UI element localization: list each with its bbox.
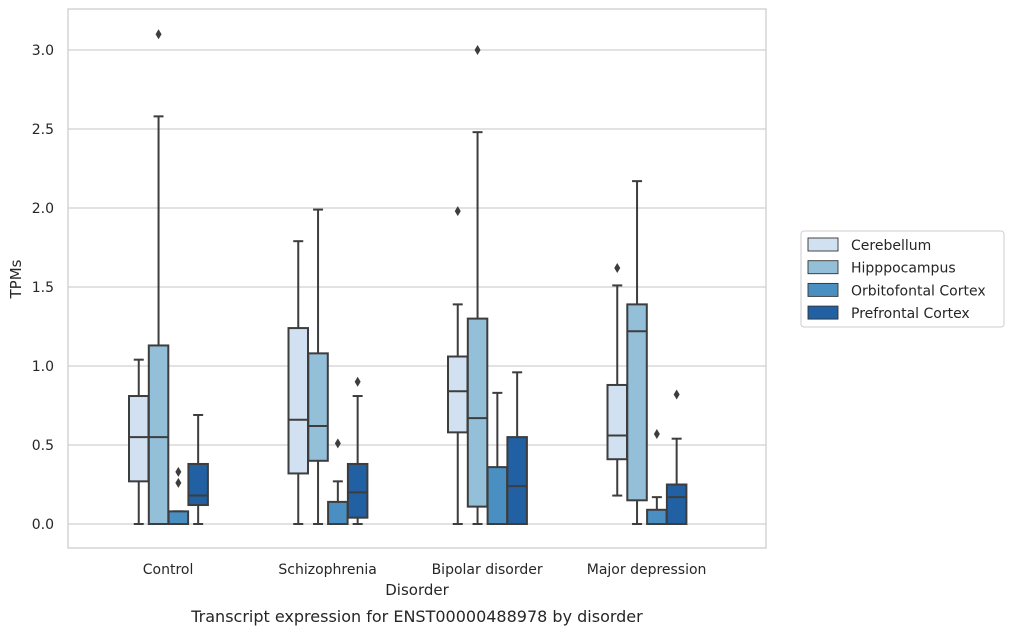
legend-label: Prefrontal Cortex (851, 306, 970, 322)
box-iqr (327, 500, 349, 526)
y-tick-label: 1.5 (32, 280, 54, 296)
box-prefrontal-cortex (346, 376, 369, 525)
box-iqr (167, 510, 190, 525)
box-iqr (646, 508, 668, 525)
gridlines (68, 49, 766, 525)
box-iqr (506, 436, 528, 526)
box-hipppocampus (147, 29, 170, 525)
legend-label: Cerebellum (851, 238, 931, 254)
y-tick-label: 3.0 (32, 43, 54, 59)
box-iqr (626, 303, 648, 502)
box-iqr (606, 383, 628, 461)
box-iqr (466, 317, 489, 508)
outlier-point (673, 389, 680, 400)
legend-label: Orbitofontal Cortex (851, 283, 986, 299)
y-tick-label: 0.5 (32, 438, 54, 454)
box-iqr (346, 462, 369, 519)
outlier-point (454, 206, 461, 217)
box-orbitofontal-cortex (646, 428, 668, 525)
box-hipppocampus (466, 45, 489, 525)
outlier-point (354, 376, 361, 387)
box-iqr (147, 344, 170, 525)
x-tick-label: Control (143, 562, 194, 578)
legend-swatch (807, 282, 839, 297)
box-orbitofontal-cortex (167, 466, 190, 525)
box-cerebellum (606, 263, 628, 497)
box-iqr (187, 462, 209, 507)
box-orbitofontal-cortex (486, 391, 509, 525)
box-prefrontal-cortex (187, 413, 209, 525)
outlier-point (474, 45, 481, 55)
box-hipppocampus (307, 208, 329, 525)
box-prefrontal-cortex (506, 371, 528, 526)
box-iqr (128, 395, 150, 483)
box-iqr (486, 466, 509, 525)
outlier-point (614, 263, 621, 274)
legend: Cerebellum Hipppocampus Orbitofontal Corte… (800, 230, 1005, 328)
legend-label: Hipppocampus (851, 261, 956, 277)
y-tick-labels: 0.0 0.5 1.0 1.5 2.0 2.5 3.0 (32, 43, 54, 533)
y-tick-label: 2.5 (32, 122, 54, 138)
box-orbitofontal-cortex (327, 438, 349, 526)
box-cerebellum (447, 206, 469, 525)
y-axis-title: TPMs (7, 259, 25, 299)
chart-caption: Transcript expression for ENST0000048897… (190, 607, 643, 626)
outlier-point (175, 466, 182, 477)
x-tick-label: Schizophrenia (278, 562, 376, 578)
x-tick-label: Major depression (587, 562, 707, 578)
x-tick-labels: Control Schizophrenia Bipolar disorder Majo… (143, 562, 707, 578)
box-iqr (665, 483, 688, 525)
y-tick-label: 0.0 (32, 517, 54, 533)
box-iqr (307, 352, 329, 462)
legend-swatch (807, 305, 839, 320)
boxes (128, 29, 688, 526)
outlier-point (155, 29, 162, 40)
outlier-point (653, 428, 660, 439)
box-iqr (447, 355, 469, 434)
x-axis-title: Disorder (385, 581, 449, 599)
box-hipppocampus (626, 180, 648, 525)
y-tick-label: 1.0 (32, 359, 54, 375)
box-cerebellum (128, 358, 150, 525)
legend-swatch (807, 237, 839, 252)
outlier-point (175, 477, 182, 488)
plot-frame (67, 8, 767, 549)
y-tick-label: 2.0 (32, 201, 54, 217)
outlier-point (334, 438, 341, 449)
x-tick-label: Bipolar disorder (432, 562, 543, 578)
legend-frame (800, 230, 1005, 328)
legend-swatch (807, 260, 839, 275)
box-prefrontal-cortex (665, 389, 688, 525)
box-cerebellum (287, 240, 309, 525)
box-iqr (287, 327, 309, 475)
